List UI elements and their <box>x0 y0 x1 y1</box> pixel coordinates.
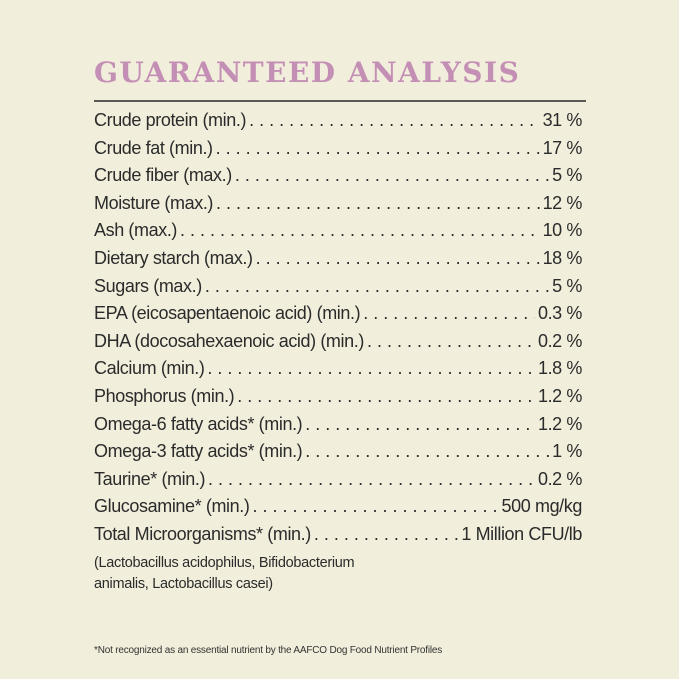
dot-leader <box>363 303 535 324</box>
analysis-row: Crude protein (min.) 31 % <box>94 110 582 138</box>
dot-leader <box>237 386 535 407</box>
dot-leader <box>207 358 535 379</box>
analysis-row: Omega-6 fatty acids* (min.) 1.2 % <box>94 414 582 442</box>
title-divider <box>94 100 586 102</box>
microorganisms-note-line1: (Lactobacillus acidophilus, Bifidobacter… <box>94 555 355 571</box>
analysis-row: Sugars (max.) 5 % <box>94 276 582 304</box>
nutrient-label: Moisture (max.) <box>94 192 214 213</box>
analysis-row: Crude fat (min.) 17 % <box>94 138 582 166</box>
nutrient-value: 17 % <box>542 137 583 158</box>
nutrient-label: Taurine* (min.) <box>94 468 206 489</box>
nutrient-value: 31 % <box>542 110 583 130</box>
nutrient-value: 0.3 % <box>537 303 582 324</box>
nutrient-value: 0.2 % <box>537 330 582 351</box>
dot-leader <box>367 331 535 352</box>
dot-leader <box>180 220 540 241</box>
nutrient-value: 1.2 % <box>537 385 582 406</box>
nutrient-label: Dietary starch (max.) <box>94 247 253 268</box>
nutrient-value: 12 % <box>542 192 583 213</box>
dot-leader <box>216 193 540 214</box>
nutrient-label: Omega-3 fatty acids* (min.) <box>94 441 303 462</box>
nutrient-label: EPA (eicosapentaenoic acid) (min.) <box>94 303 361 324</box>
nutrient-value: 5 % <box>552 275 582 296</box>
nutrient-label: DHA (docosahexaenoic acid) (min.) <box>94 330 364 351</box>
nutrient-label: Crude protein (min.) <box>94 110 247 130</box>
analysis-row: Omega-3 fatty acids* (min.) 1 % <box>94 441 582 469</box>
analysis-row: Calcium (min.) 1.8 % <box>94 358 582 386</box>
dot-leader <box>252 496 498 517</box>
nutrient-value: 1 % <box>552 441 582 462</box>
analysis-row: Crude fiber (max.) 5 % <box>94 165 582 193</box>
nutrient-value: 500 mg/kg <box>501 496 583 517</box>
nutrient-value: 5 % <box>552 165 582 186</box>
dot-leader <box>305 414 535 435</box>
analysis-row: DHA (docosahexaenoic acid) (min.) 0.2 % <box>94 331 582 359</box>
dot-leader <box>208 469 535 490</box>
analysis-row: Dietary starch (max.) 18 % <box>94 248 582 276</box>
nutrient-value: 1.8 % <box>537 358 582 379</box>
nutrient-label: Crude fat (min.) <box>94 137 213 158</box>
analysis-row: Glucosamine* (min.) 500 mg/kg <box>94 496 582 524</box>
nutrient-label: Sugars (max.) <box>94 275 202 296</box>
analysis-row: Taurine* (min.) 0.2 % <box>94 469 582 497</box>
analysis-row: Total Microorganisms* (min.) 1 Million CF… <box>94 524 582 552</box>
nutrient-label: Calcium (min.) <box>94 358 205 379</box>
nutrient-value: 1 Million CFU/lb <box>461 523 582 544</box>
nutrient-label: Glucosamine* (min.) <box>94 496 250 517</box>
microorganisms-note: (Lactobacillus acidophilus, Bifidobacter… <box>94 553 355 595</box>
nutrient-value: 10 % <box>542 220 583 241</box>
dot-leader <box>235 165 549 186</box>
analysis-row: EPA (eicosapentaenoic acid) (min.) 0.3 % <box>94 303 582 331</box>
nutrient-value: 1.2 % <box>537 413 582 434</box>
nutrient-label: Crude fiber (max.) <box>94 165 232 186</box>
nutrient-value: 0.2 % <box>537 468 582 489</box>
dot-leader <box>305 441 549 462</box>
analysis-table: Crude protein (min.) 31 % Crude fat (min.)… <box>94 110 582 552</box>
nutrient-label: Ash (max.) <box>94 220 178 241</box>
dot-leader <box>249 110 540 131</box>
dot-leader <box>205 276 549 297</box>
footnote: *Not recognized as an essential nutrient… <box>94 645 443 656</box>
microorganisms-note-line2: animalis, Lactobacillus casei) <box>94 576 273 592</box>
dot-leader <box>314 524 459 545</box>
dot-leader <box>256 248 540 269</box>
dot-leader <box>216 138 540 159</box>
analysis-row: Phosphorus (min.) 1.2 % <box>94 386 582 414</box>
nutrient-label: Omega-6 fatty acids* (min.) <box>94 413 303 434</box>
nutrient-label: Total Microorganisms* (min.) <box>94 523 311 544</box>
analysis-row: Moisture (max.) 12 % <box>94 193 582 221</box>
nutrient-value: 18 % <box>542 247 583 268</box>
analysis-row: Ash (max.) 10 % <box>94 220 582 248</box>
page-title: GUARANTEED ANALYSIS <box>94 56 521 89</box>
nutrient-label: Phosphorus (min.) <box>94 385 235 406</box>
